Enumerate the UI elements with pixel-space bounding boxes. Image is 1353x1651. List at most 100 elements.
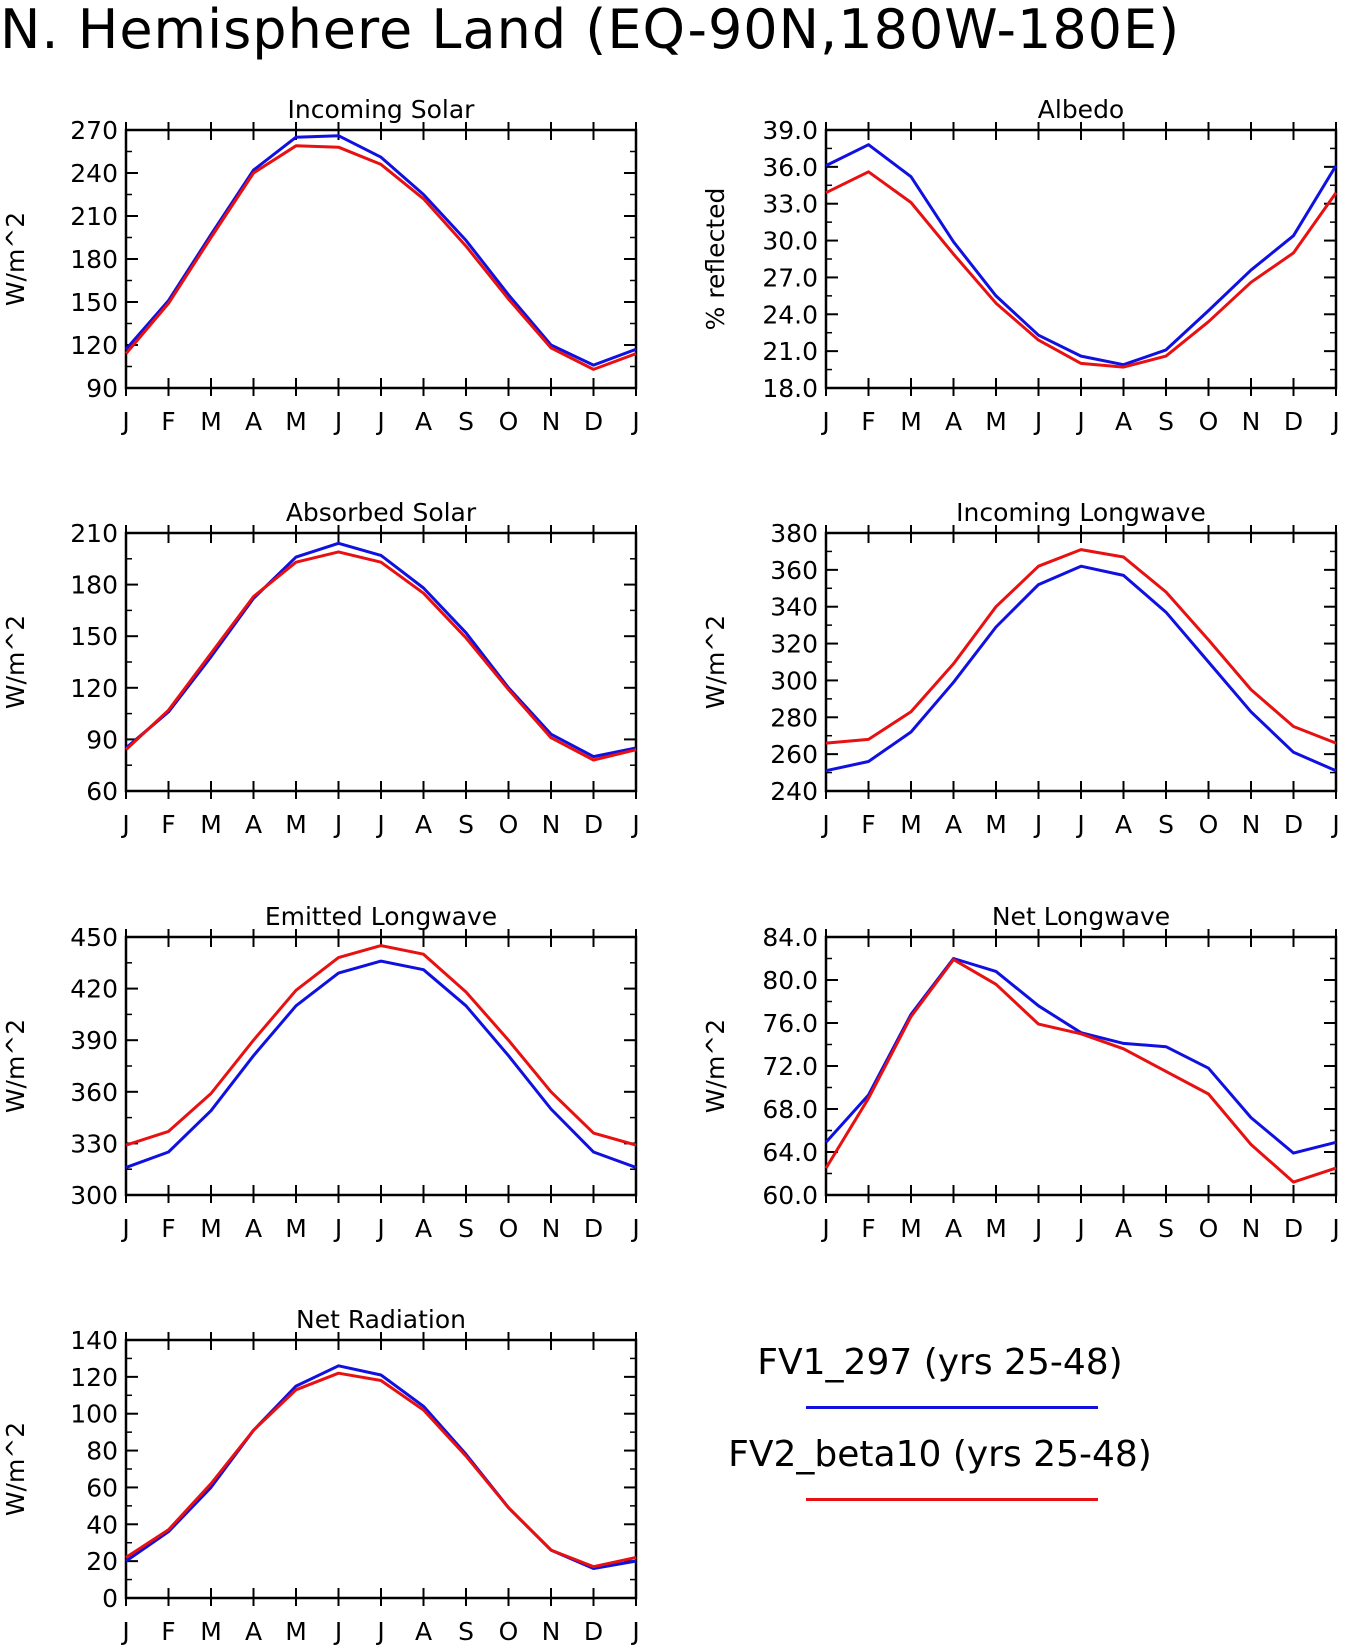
chart-panel-4: Emitted Longwave W/m^2 300 330 360 390 420 450 J…: [1, 902, 640, 1243]
chart-title: Net Longwave: [992, 902, 1170, 931]
y-tick-label: 340: [770, 593, 818, 622]
x-tick-label: O: [499, 407, 519, 436]
x-tick-label: J: [1033, 1214, 1042, 1243]
x-tick-label: J: [820, 407, 829, 436]
x-tick-label: M: [200, 810, 222, 839]
series-line-fv1: [825, 143, 1338, 367]
x-tick-label: S: [1158, 407, 1174, 436]
x-tick-label: M: [285, 1617, 307, 1646]
chart-title: Net Radiation: [296, 1305, 466, 1334]
x-tick-label: J: [1330, 1214, 1339, 1243]
y-axis-label: W/m^2: [701, 1019, 730, 1113]
x-tick-label: J: [333, 810, 342, 839]
x-tick-label: A: [1115, 810, 1132, 839]
y-tick-label: 39.0: [762, 116, 818, 145]
chart-title: Albedo: [1038, 95, 1124, 124]
x-tick-label: J: [630, 1214, 639, 1243]
x-tick-label: A: [245, 810, 262, 839]
x-tick-label: M: [285, 1214, 307, 1243]
y-tick-label: 90: [86, 725, 118, 754]
x-tick-label: S: [1158, 810, 1174, 839]
y-tick-label: 60: [86, 777, 118, 806]
x-tick-label: A: [245, 407, 262, 436]
x-tick-label: F: [161, 1214, 175, 1243]
y-tick-label: 27.0: [762, 263, 818, 292]
x-tick-label: A: [945, 1214, 962, 1243]
x-tick-label: J: [820, 810, 829, 839]
x-tick-label: N: [542, 810, 561, 839]
x-tick-label: M: [900, 407, 922, 436]
x-tick-label: M: [285, 407, 307, 436]
chart-title: Incoming Solar: [288, 95, 476, 124]
x-tick-label: J: [375, 407, 384, 436]
x-tick-label: J: [120, 1214, 129, 1243]
x-tick-label: O: [1199, 407, 1219, 436]
series-line-fv1: [824, 957, 1337, 1155]
x-tick-label: F: [861, 810, 875, 839]
y-tick-label: 150: [70, 622, 118, 651]
y-tick-label: 76.0: [762, 1009, 818, 1038]
y-axis-label: W/m^2: [1, 1422, 30, 1516]
chart-panel-1: Albedo % reflected 18.0 21.0 24.0 27.0 30.0 33.…: [701, 95, 1340, 436]
y-tick-label: 100: [70, 1400, 118, 1429]
y-tick-label: 0: [102, 1584, 118, 1613]
x-tick-label: N: [1242, 810, 1261, 839]
y-tick-label: 300: [70, 1181, 118, 1210]
x-tick-label: F: [161, 1617, 175, 1646]
y-tick-label: 24.0: [762, 300, 818, 329]
y-tick-label: 21.0: [762, 337, 818, 366]
y-axis-label: % reflected: [701, 188, 730, 331]
x-tick-label: A: [245, 1617, 262, 1646]
x-tick-label: N: [542, 1214, 561, 1243]
plot-frame: [124, 1338, 638, 1600]
x-tick-label: F: [861, 407, 875, 436]
chart-panel-0: Incoming Solar W/m^2 90 120 150 180 210 240 270 J…: [1, 95, 640, 436]
y-tick-label: 270: [70, 116, 118, 145]
x-tick-label: M: [900, 810, 922, 839]
y-tick-label: 120: [70, 1363, 118, 1392]
y-tick-label: 330: [70, 1129, 118, 1158]
x-tick-label: D: [1284, 407, 1303, 436]
x-tick-label: J: [120, 1617, 129, 1646]
chart-title: Emitted Longwave: [265, 902, 497, 931]
y-tick-label: 280: [770, 703, 818, 732]
y-tick-label: 450: [70, 923, 118, 952]
series-line-fv2: [124, 144, 637, 371]
legend-line-fv1: [806, 1406, 1098, 1409]
series-line-fv2: [824, 958, 1337, 1184]
x-tick-label: A: [415, 1214, 432, 1243]
legend-label-fv2: FV2_beta10 (yrs 25-48): [728, 1434, 1152, 1475]
y-tick-label: 90: [86, 374, 118, 403]
x-tick-label: O: [1199, 1214, 1219, 1243]
y-tick-label: 360: [70, 1078, 118, 1107]
x-tick-label: J: [333, 1214, 342, 1243]
y-tick-label: 80.0: [762, 966, 818, 995]
y-tick-label: 40: [86, 1510, 118, 1539]
x-tick-label: O: [499, 1214, 519, 1243]
x-tick-label: M: [985, 810, 1007, 839]
y-tick-label: 390: [70, 1026, 118, 1055]
x-tick-label: J: [1330, 407, 1339, 436]
x-tick-label: F: [161, 810, 175, 839]
x-tick-label: D: [584, 407, 603, 436]
x-tick-label: D: [584, 1617, 603, 1646]
y-tick-label: 360: [770, 556, 818, 585]
legend-entry-fv1: FV1_297 (yrs 25-48): [700, 1340, 1220, 1430]
series-line-fv1: [125, 1364, 637, 1570]
x-tick-label: J: [630, 1617, 639, 1646]
plot-frame: [124, 935, 638, 1197]
y-tick-label: 420: [70, 975, 118, 1004]
x-tick-label: J: [1033, 810, 1042, 839]
x-tick-label: A: [1115, 1214, 1132, 1243]
page-title: N. Hemisphere Land (EQ-90N,180W-180E): [0, 0, 1181, 61]
y-tick-label: 64.0: [762, 1138, 818, 1167]
y-tick-label: 72.0: [762, 1052, 818, 1081]
x-tick-label: N: [1242, 407, 1261, 436]
y-tick-label: 260: [770, 740, 818, 769]
x-tick-label: A: [415, 810, 432, 839]
x-tick-label: J: [630, 810, 639, 839]
y-tick-label: 210: [70, 519, 118, 548]
